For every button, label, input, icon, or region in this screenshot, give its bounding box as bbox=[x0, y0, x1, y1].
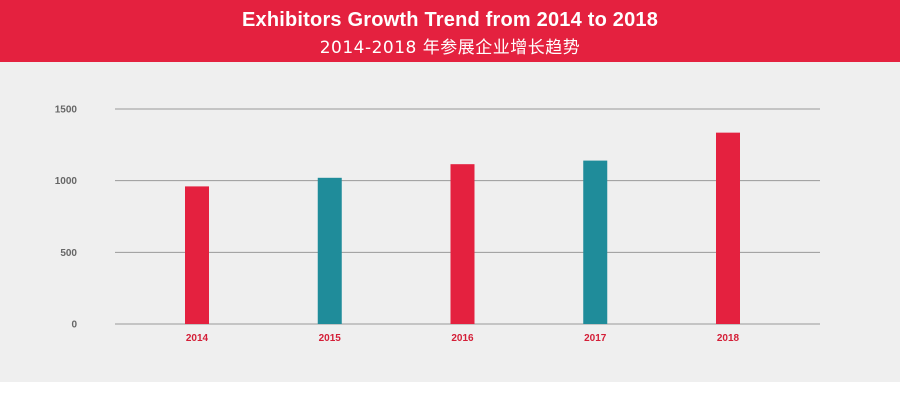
bar-2018 bbox=[716, 132, 740, 324]
y-tick-label: 500 bbox=[60, 248, 77, 259]
plot-area bbox=[0, 62, 900, 382]
x-tick-label: 2017 bbox=[584, 333, 607, 344]
y-axis-ticks: 0 500 1000 1500 bbox=[55, 105, 78, 331]
chart-subtitle: 2014-2018 年参展企业增长趋势 bbox=[319, 38, 581, 58]
x-tick-label: 2015 bbox=[319, 333, 342, 344]
bar-2017 bbox=[583, 160, 608, 324]
x-tick-label: 2016 bbox=[451, 333, 474, 344]
y-tick-label: 1500 bbox=[55, 105, 78, 116]
x-axis-ticks: 2014 2015 2016 2017 2018 bbox=[186, 333, 740, 344]
bar-2016 bbox=[450, 164, 475, 324]
chart-header: Exhibitors Growth Trend from 2014 to 201… bbox=[0, 0, 900, 62]
x-tick-label: 2014 bbox=[186, 333, 209, 344]
x-tick-label: 2018 bbox=[717, 333, 740, 344]
chart-title: Exhibitors Growth Trend from 2014 to 201… bbox=[241, 9, 659, 31]
y-tick-label: 1000 bbox=[55, 176, 78, 187]
bar-2014 bbox=[185, 186, 209, 324]
bars bbox=[185, 132, 740, 324]
bar-2015 bbox=[317, 177, 342, 324]
y-tick-label: 0 bbox=[71, 320, 77, 331]
